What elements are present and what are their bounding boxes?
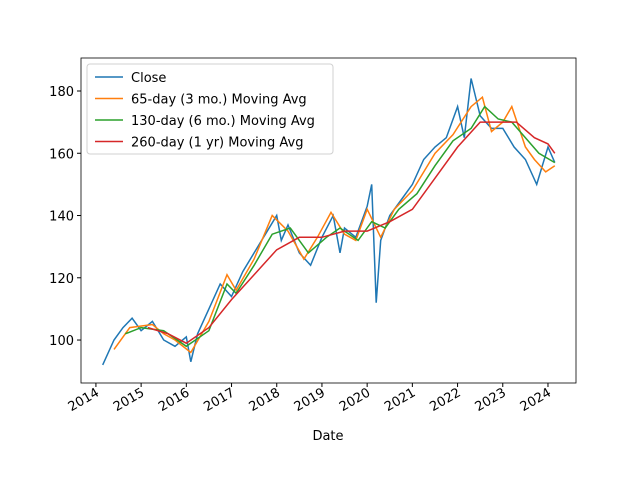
line <box>147 121 556 345</box>
line <box>125 105 556 348</box>
y-tick-label: 100 <box>49 334 74 349</box>
legend-box <box>86 63 334 155</box>
line <box>113 95 556 354</box>
y-tick-label: 160 <box>49 147 74 162</box>
legend-label: 130-day (6 mo.) Moving Avg <box>131 114 315 129</box>
legend-label: Close <box>131 71 166 86</box>
x-axis-label: Date <box>312 429 343 444</box>
y-tick-label: 180 <box>49 85 74 100</box>
plot-frame <box>80 57 577 384</box>
legend-label: 260-day (1 yr) Moving Avg <box>131 136 303 151</box>
legend-label: 65-day (3 mo.) Moving Avg <box>131 93 307 108</box>
y-tick-label: 120 <box>49 272 74 287</box>
y-tick-label: 140 <box>49 210 74 225</box>
line <box>102 78 556 366</box>
